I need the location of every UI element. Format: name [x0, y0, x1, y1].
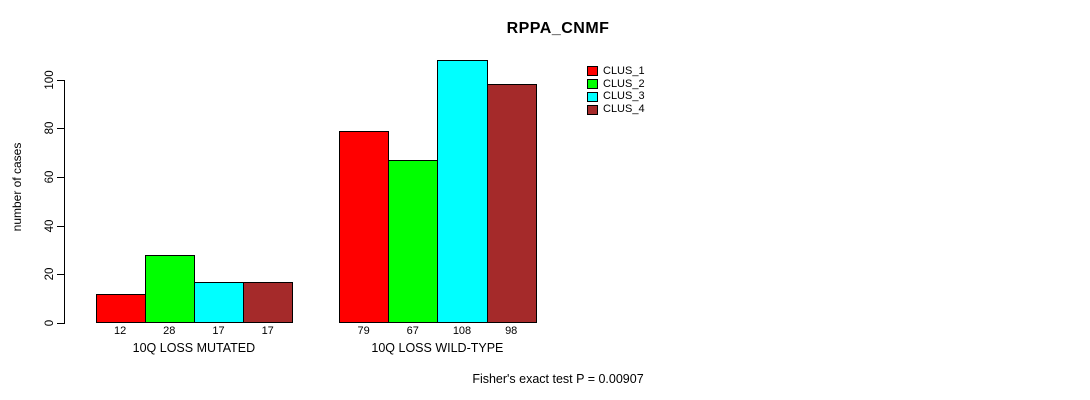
- bar-clus-3-group-1: [193, 281, 245, 323]
- annotation-text: Fisher's exact test P = 0.00907: [472, 372, 644, 386]
- legend-item-clus-2: CLUS_2: [587, 78, 645, 91]
- bar-clus-1-group-1: [95, 293, 146, 323]
- bar-value-label: 17: [261, 325, 274, 337]
- y-tick-label: 60: [44, 170, 56, 184]
- bar-clus-4-group-1: [243, 281, 294, 323]
- bar-value-label: 67: [406, 325, 419, 337]
- bar-clus-3-group-2: [437, 60, 488, 323]
- legend-label: CLUS_2: [603, 77, 645, 90]
- bar-clus-4-group-2: [486, 84, 537, 323]
- legend-item-clus-1: CLUS_1: [587, 65, 645, 78]
- y-tick-mark: [57, 274, 64, 276]
- bar-value-label: 79: [357, 325, 370, 337]
- y-axis-label: number of cases: [10, 142, 24, 232]
- bar-value-label: 17: [212, 325, 225, 337]
- legend-label: CLUS_1: [603, 64, 645, 77]
- legend: CLUS_1 CLUS_2 CLUS_3 CLUS_4: [587, 65, 645, 116]
- x-axis-group-label: 10Q LOSS WILD-TYPE: [371, 341, 504, 355]
- y-tick-label: 80: [44, 121, 56, 135]
- y-axis-line: [64, 79, 65, 324]
- legend-item-clus-3: CLUS_3: [587, 91, 645, 104]
- bar-value-label: 98: [505, 325, 518, 337]
- legend-swatch-icon: [587, 66, 598, 77]
- bar-clus-2-group-2: [388, 159, 439, 323]
- y-tick-mark: [57, 225, 64, 227]
- y-tick-mark: [57, 323, 64, 324]
- y-tick-mark: [57, 128, 64, 130]
- bar-value-label: 28: [163, 325, 176, 337]
- bar-clus-1-group-2: [339, 130, 390, 323]
- y-tick-mark: [57, 79, 64, 81]
- y-tick-label: 20: [44, 267, 56, 281]
- y-tick-mark: [57, 176, 64, 178]
- y-tick-label: 100: [44, 69, 56, 90]
- legend-swatch-icon: [587, 104, 598, 115]
- bar-value-label: 108: [452, 325, 472, 337]
- y-tick-label: 0: [44, 319, 56, 327]
- bar-clus-2-group-1: [144, 254, 195, 323]
- x-axis-group-label: 10Q LOSS MUTATED: [132, 341, 256, 355]
- y-tick-label: 40: [44, 219, 56, 232]
- legend-item-clus-4: CLUS_4: [587, 103, 645, 116]
- legend-swatch-icon: [587, 79, 598, 90]
- legend-label: CLUS_3: [603, 90, 645, 103]
- chart-title: RPPA_CNMF: [506, 20, 610, 37]
- legend-swatch-icon: [587, 91, 598, 102]
- bar-value-label: 12: [113, 325, 127, 337]
- legend-label: CLUS_4: [603, 103, 645, 116]
